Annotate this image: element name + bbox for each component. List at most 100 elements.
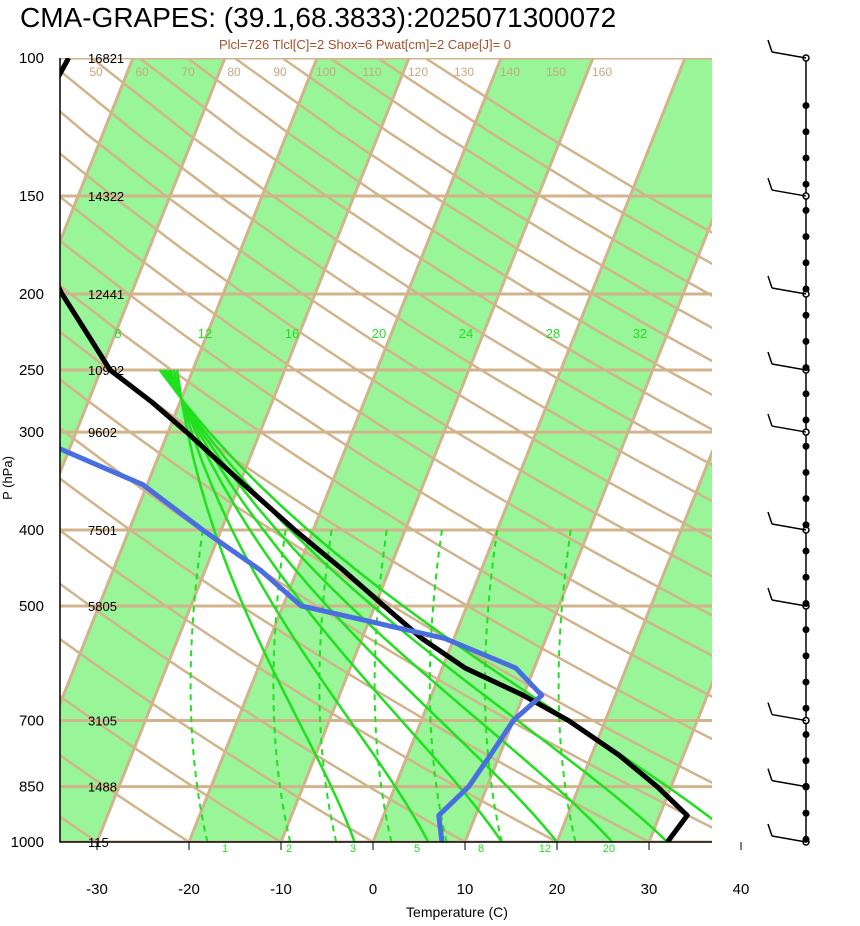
dry-adiabat-line bbox=[60, 694, 282, 842]
isotherm-line bbox=[187, 58, 503, 842]
mixing-ratio-label: 20 bbox=[603, 843, 615, 855]
wind-barb-shaft bbox=[771, 51, 807, 59]
wind-barb-shaft bbox=[771, 189, 807, 197]
plot-frame bbox=[59, 58, 712, 843]
temperature-profile-line bbox=[60, 58, 690, 842]
y-axis-label: P (hPa) bbox=[0, 456, 15, 500]
isotherm-line bbox=[95, 58, 411, 842]
wind-level-dot bbox=[802, 206, 810, 214]
wind-level-dot bbox=[802, 809, 810, 817]
wind-level-dot bbox=[802, 416, 810, 424]
wind-level-dot bbox=[802, 259, 810, 267]
dry-adiabat-label: 150 bbox=[546, 65, 566, 79]
wind-barb-flag bbox=[767, 351, 773, 365]
moist-adiabat-label: 24 bbox=[459, 326, 473, 341]
height-label: 3105 bbox=[88, 714, 117, 729]
moist-adiabat-line bbox=[166, 369, 558, 842]
wind-level-dot bbox=[802, 442, 810, 450]
wind-barb-flag bbox=[767, 587, 773, 601]
dry-adiabat-label: 60 bbox=[135, 65, 149, 79]
dewpoint-profile-line bbox=[60, 446, 545, 842]
temperature-band bbox=[741, 58, 860, 842]
chart-axes bbox=[59, 58, 742, 850]
height-label: 1488 bbox=[88, 780, 117, 795]
wind-level-dot bbox=[802, 757, 810, 765]
dry-adiabat-line bbox=[60, 528, 558, 842]
moist-adiabat-label: 28 bbox=[546, 326, 560, 341]
wind-level-dot bbox=[802, 285, 810, 293]
isotherm-line bbox=[279, 58, 595, 842]
isotherm-line bbox=[60, 58, 319, 708]
wind-level-dot bbox=[802, 835, 810, 843]
wind-barb-flag bbox=[767, 177, 773, 191]
wind-level-dot bbox=[802, 337, 810, 345]
sounding-series bbox=[60, 58, 690, 842]
mixing-ratio-label: 5 bbox=[414, 843, 420, 855]
wind-barb-shaft bbox=[771, 425, 807, 433]
wind-barb-flag bbox=[767, 39, 773, 53]
chart-subtitle: Plcl=726 Tlcl[C]=2 Shox=6 Pwat[cm]=2 Cap… bbox=[219, 37, 511, 52]
wind-profile bbox=[767, 39, 810, 846]
moist-adiabat-line bbox=[169, 369, 503, 842]
dry-adiabat-label: 110 bbox=[362, 65, 381, 79]
temperature-bands bbox=[60, 58, 860, 842]
dry-adiabat-label: 70 bbox=[181, 65, 195, 79]
wind-level-dot bbox=[802, 154, 810, 162]
height-label: 7501 bbox=[88, 523, 117, 538]
wind-level-dot bbox=[802, 599, 810, 607]
dry-adiabat-line bbox=[60, 582, 466, 842]
pressure-tick-label: 400 bbox=[19, 522, 44, 539]
moist-adiabat-label: 16 bbox=[285, 326, 299, 341]
moist-adiabat-line bbox=[158, 369, 712, 821]
wind-barb-shaft bbox=[771, 363, 807, 371]
dry-adiabat-label: 90 bbox=[273, 65, 287, 79]
dry-adiabat-label: 130 bbox=[454, 65, 474, 79]
mixing-ratio-line bbox=[557, 529, 577, 842]
dry-adiabat-line bbox=[186, 58, 712, 397]
wind-barb-flag bbox=[767, 511, 773, 525]
wind-level-dot bbox=[802, 547, 810, 555]
wind-level-dot bbox=[802, 573, 810, 581]
mixing-ratio-line bbox=[189, 529, 209, 842]
wind-barb-shaft bbox=[771, 779, 807, 788]
moist-adiabat-line bbox=[175, 369, 356, 842]
isotherm-line bbox=[741, 58, 860, 842]
pressure-tick-label: 100 bbox=[19, 50, 44, 67]
mixing-ratio-label: 2 bbox=[286, 843, 292, 855]
pressure-tick-label: 700 bbox=[19, 713, 44, 730]
isotherm-line bbox=[833, 58, 860, 842]
height-label: 14322 bbox=[88, 189, 124, 204]
x-tick-label: -10 bbox=[270, 881, 292, 898]
wind-level-dot bbox=[802, 521, 810, 529]
isotherm-line bbox=[60, 58, 135, 246]
dry-adiabat-line bbox=[91, 58, 712, 467]
pressure-tick-label: 1000 bbox=[11, 834, 44, 851]
height-label: 10902 bbox=[88, 363, 124, 378]
wind-level-dot bbox=[802, 180, 810, 188]
wind-level-dot bbox=[802, 468, 810, 476]
height-label: 16821 bbox=[88, 51, 124, 66]
wind-level-dot bbox=[802, 311, 810, 319]
isotherm-line bbox=[647, 679, 712, 842]
wind-barb-shaft bbox=[771, 835, 807, 843]
pressure-tick-label: 250 bbox=[19, 362, 44, 379]
dry-adiabat-line bbox=[60, 69, 712, 503]
chart-title: CMA-GRAPES: (39.1,68.3833):2025071300072 bbox=[20, 2, 616, 33]
wind-level-dot bbox=[802, 678, 810, 686]
dry-adiabat-label: 120 bbox=[408, 65, 428, 79]
wind-level-dot bbox=[802, 102, 810, 110]
wind-barb-flag bbox=[767, 823, 773, 837]
wind-level-dot bbox=[802, 128, 810, 136]
mixing-ratio-label: 1 bbox=[222, 843, 228, 855]
moist-adiabat-label: 20 bbox=[372, 326, 386, 341]
wind-level-dot bbox=[802, 495, 810, 503]
moist-adiabat-label: 8 bbox=[114, 326, 121, 341]
dry-adiabat-label: 160 bbox=[592, 65, 612, 79]
height-label: 5805 bbox=[88, 599, 117, 614]
moist-adiabat-label: 12 bbox=[198, 326, 212, 341]
wind-level-dot bbox=[802, 652, 810, 660]
pressure-tick-label: 500 bbox=[19, 598, 44, 615]
